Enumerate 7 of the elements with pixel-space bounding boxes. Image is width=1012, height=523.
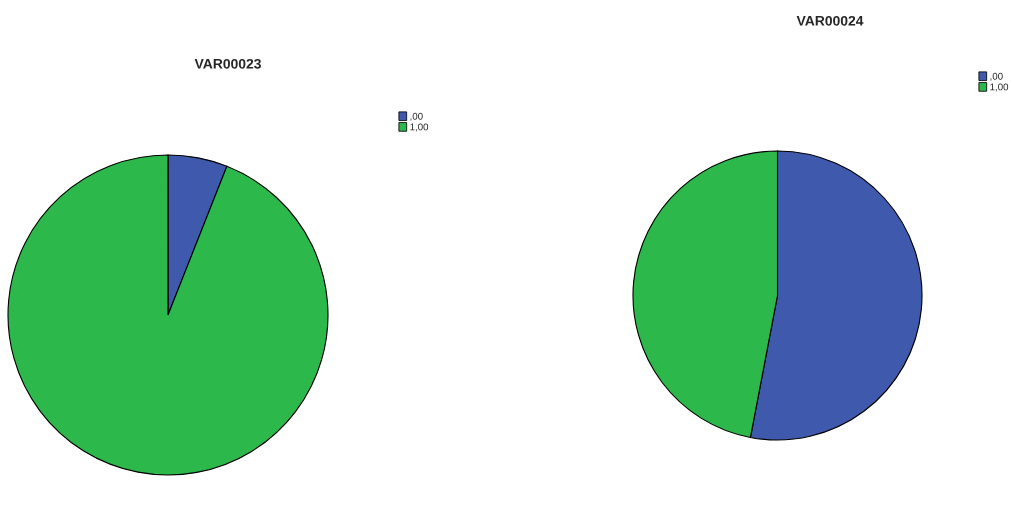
legend-label: ,00 — [990, 72, 1003, 81]
legend-label: ,00 — [410, 112, 423, 121]
legend-label: 1,00 — [410, 123, 429, 132]
chart-title: VAR00024 — [796, 15, 864, 26]
chart-title: VAR00023 — [194, 58, 261, 69]
legend-label: 1,00 — [990, 83, 1009, 92]
pie-slice — [7, 154, 329, 476]
